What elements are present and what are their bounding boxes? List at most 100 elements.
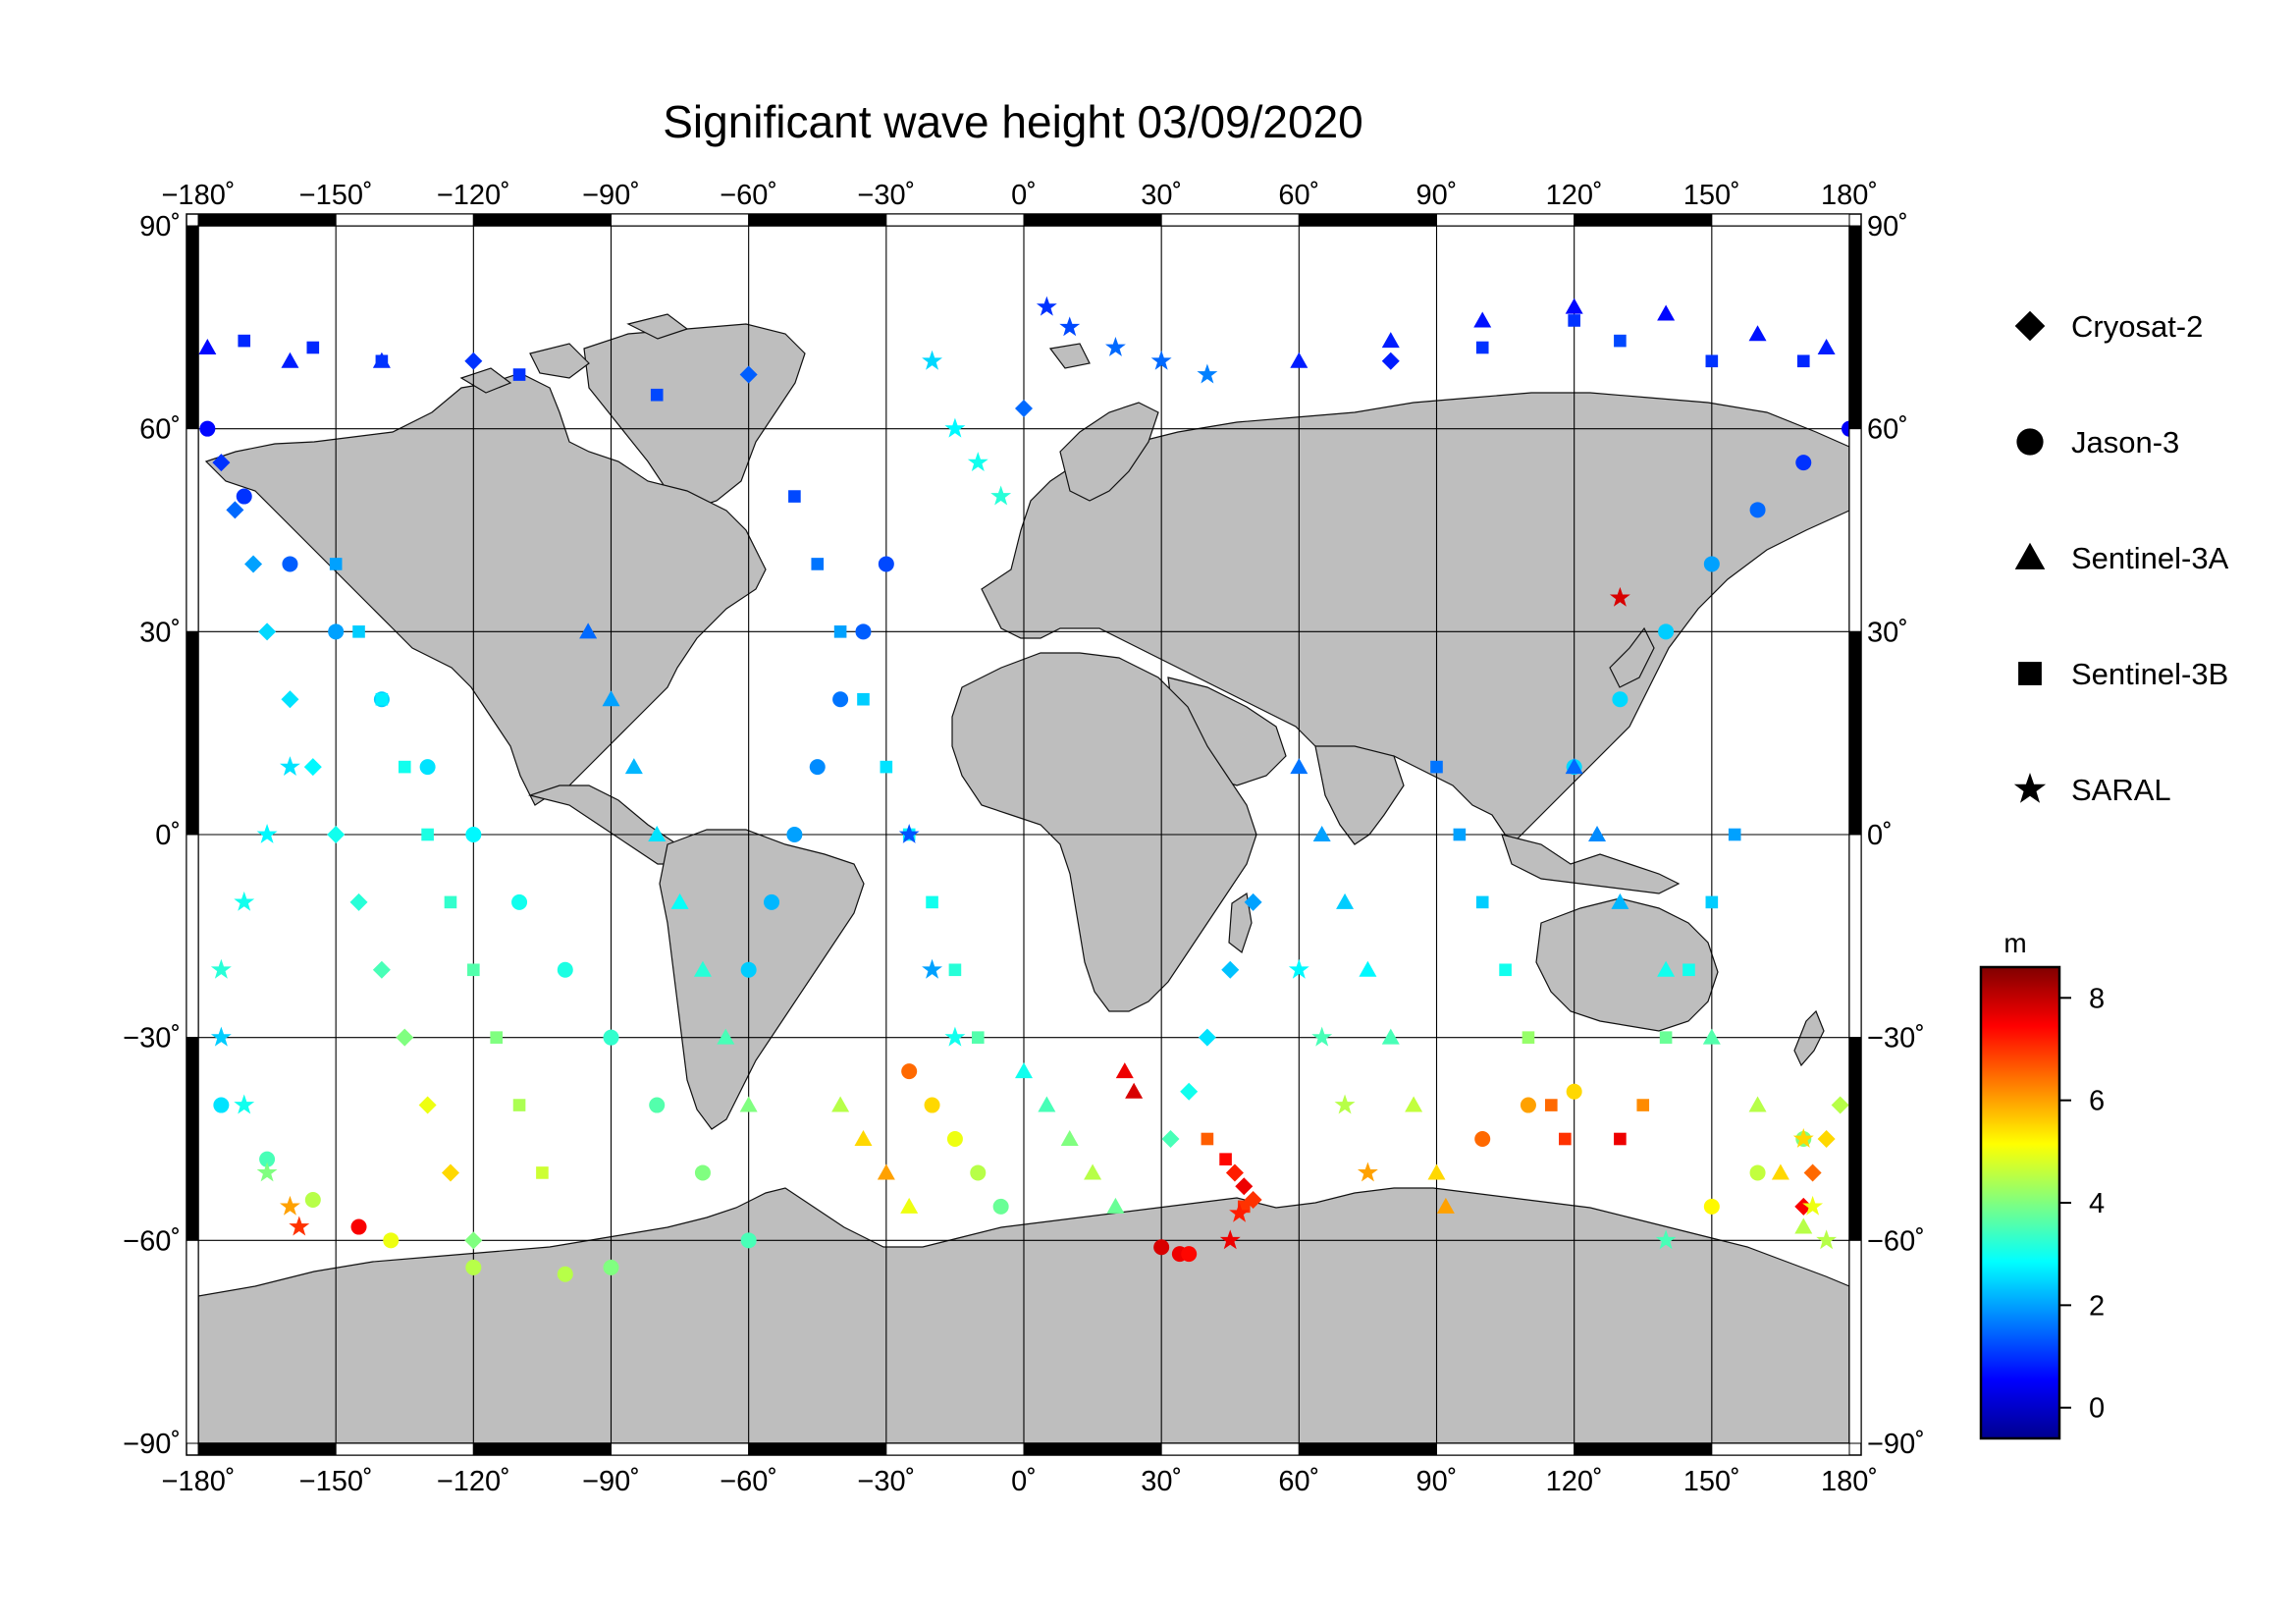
data-point <box>650 388 664 402</box>
data-point <box>649 1097 666 1113</box>
data-point <box>467 963 480 977</box>
data-point <box>811 558 825 570</box>
data-point <box>880 760 893 774</box>
data-point <box>1475 895 1489 909</box>
data-point <box>213 1097 230 1113</box>
data-point <box>1703 1198 1720 1215</box>
data-point <box>199 420 216 437</box>
new-zealand <box>1793 1009 1825 1067</box>
data-point <box>238 334 251 348</box>
lon-tick-label-bottom: 60˚ <box>1278 1466 1319 1497</box>
data-point <box>536 1166 549 1179</box>
colorbar-unit-label: m <box>2003 928 2026 958</box>
lon-tick-label-top: 90˚ <box>1416 180 1458 211</box>
lon-tick-label-top: −60˚ <box>720 180 777 211</box>
data-point <box>833 625 847 638</box>
lon-tick-label-top: −180˚ <box>162 180 236 211</box>
lat-tick-label-right: −90˚ <box>1867 1429 1925 1460</box>
lat-tick-label-left: 90˚ <box>139 211 181 243</box>
india <box>1314 745 1405 845</box>
data-point <box>1520 1097 1536 1113</box>
frame-band-left <box>186 1239 199 1444</box>
data-point <box>603 1259 619 1275</box>
japan <box>1609 626 1655 688</box>
frame-band-top <box>1023 213 1162 227</box>
data-point <box>490 1031 503 1044</box>
lat-tick-label-left: 60˚ <box>139 414 181 446</box>
africa <box>951 652 1257 1012</box>
data-point <box>1568 314 1580 327</box>
data-point <box>855 623 872 640</box>
data-point <box>603 1029 619 1046</box>
lat-tick-label-right: 90˚ <box>1867 211 1908 243</box>
data-point <box>740 1232 757 1249</box>
frame-band-top <box>335 213 474 227</box>
chart-title: Significant wave height 03/09/2020 <box>663 96 1363 147</box>
colorbar-tick-label: 0 <box>2089 1393 2105 1425</box>
legend-item-cryosat-2: Cryosat-2 <box>2014 309 2203 344</box>
lon-tick-label-bottom: −60˚ <box>720 1466 777 1497</box>
legend-item-sentinel-3b: Sentinel-3B <box>2018 657 2228 691</box>
data-point <box>924 1097 940 1113</box>
frame-band-left <box>186 225 199 430</box>
data-point <box>1749 1164 1766 1181</box>
lat-tick-label-right: −30˚ <box>1867 1023 1925 1055</box>
data-point <box>1796 354 1810 368</box>
satellite-legend: Cryosat-2 Jason-3 Sentinel-3A Sentinel-3B SA… <box>2013 309 2229 807</box>
data-point <box>306 341 320 354</box>
data-point <box>1219 1153 1232 1165</box>
square-icon <box>2018 662 2042 685</box>
data-point <box>1612 691 1629 708</box>
data-point <box>878 556 894 572</box>
star-icon <box>2013 773 2047 803</box>
data-point <box>694 1164 711 1181</box>
data-point <box>1659 1031 1673 1044</box>
data-point <box>465 827 482 842</box>
legend-item-saral: SARAL <box>2013 773 2171 807</box>
lon-tick-label-bottom: 30˚ <box>1141 1466 1182 1497</box>
lon-tick-label-bottom: 180˚ <box>1821 1466 1878 1497</box>
data-point <box>1795 455 1812 471</box>
colorbar: m 0 2 4 6 8 <box>1979 928 2105 1440</box>
frame-band-bottom <box>885 1442 1025 1456</box>
data-point <box>1522 1031 1535 1044</box>
legend-label: SARAL <box>2071 773 2171 807</box>
data-point <box>1499 963 1512 977</box>
legend-item-sentinel-3a: Sentinel-3A <box>2014 541 2229 575</box>
circle-icon <box>2016 428 2044 456</box>
data-point <box>832 691 849 708</box>
frame-band-bottom <box>611 1442 750 1456</box>
data-point <box>383 1232 400 1249</box>
data-point <box>1181 1246 1198 1263</box>
lon-tick-label-top: −120˚ <box>437 180 510 211</box>
data-point <box>1559 1132 1572 1146</box>
arctic-islands <box>459 313 689 394</box>
data-point <box>926 895 938 909</box>
colorbar-tick-label: 4 <box>2089 1188 2105 1219</box>
frame-band-top <box>748 213 887 227</box>
southeast-asia-islands <box>1501 834 1681 894</box>
data-point <box>1705 354 1719 368</box>
data-point <box>1545 1099 1558 1111</box>
colorbar-tick-label: 2 <box>2089 1290 2105 1322</box>
frame-band-right <box>1848 225 1862 430</box>
frame-band-left <box>186 834 199 1039</box>
frame-band-right <box>1848 428 1862 632</box>
frame-band-top <box>197 213 337 227</box>
data-point <box>1705 895 1719 909</box>
data-point <box>1474 1131 1491 1147</box>
frame-band-top <box>1436 213 1575 227</box>
lat-tick-label-right: −60˚ <box>1867 1225 1925 1257</box>
data-point <box>398 760 411 774</box>
lat-tick-label-right: 0˚ <box>1867 820 1893 851</box>
lon-tick-label-bottom: 120˚ <box>1546 1466 1603 1497</box>
frame-band-top <box>885 213 1025 227</box>
data-point <box>350 1218 367 1235</box>
colorbar-tick-label: 8 <box>2089 983 2105 1014</box>
frame-band-right <box>1848 1037 1862 1241</box>
data-point <box>557 961 573 978</box>
lon-tick-label-bottom: 90˚ <box>1416 1466 1458 1497</box>
madagascar <box>1228 892 1253 953</box>
eurasia <box>981 392 1849 845</box>
frame-band-right <box>1848 834 1862 1039</box>
